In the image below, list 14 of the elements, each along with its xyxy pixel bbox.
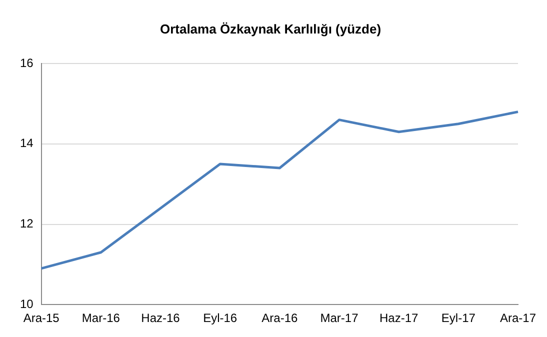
y-tick-label: 10 <box>20 296 34 311</box>
x-tick-label: Eyl-16 <box>203 311 238 326</box>
y-tick-label: 12 <box>20 216 34 231</box>
x-tick-label: Eyl-17 <box>441 311 476 326</box>
x-tick-label: Ara-17 <box>500 311 536 326</box>
x-tick-label: Mar-16 <box>82 311 120 326</box>
x-tick-label: Mar-17 <box>320 311 359 326</box>
y-tick-label: 14 <box>20 136 34 150</box>
chart-title: Ortalama Özkaynak Karlılığı (yüzde) <box>160 21 382 36</box>
x-tick-label: Haz-16 <box>141 311 180 326</box>
y-tick-label: 16 <box>20 56 34 70</box>
x-tick-label: Haz-17 <box>379 311 418 326</box>
x-tick-label: Ara-15 <box>23 311 60 326</box>
x-tick-label: Ara-16 <box>262 311 298 326</box>
